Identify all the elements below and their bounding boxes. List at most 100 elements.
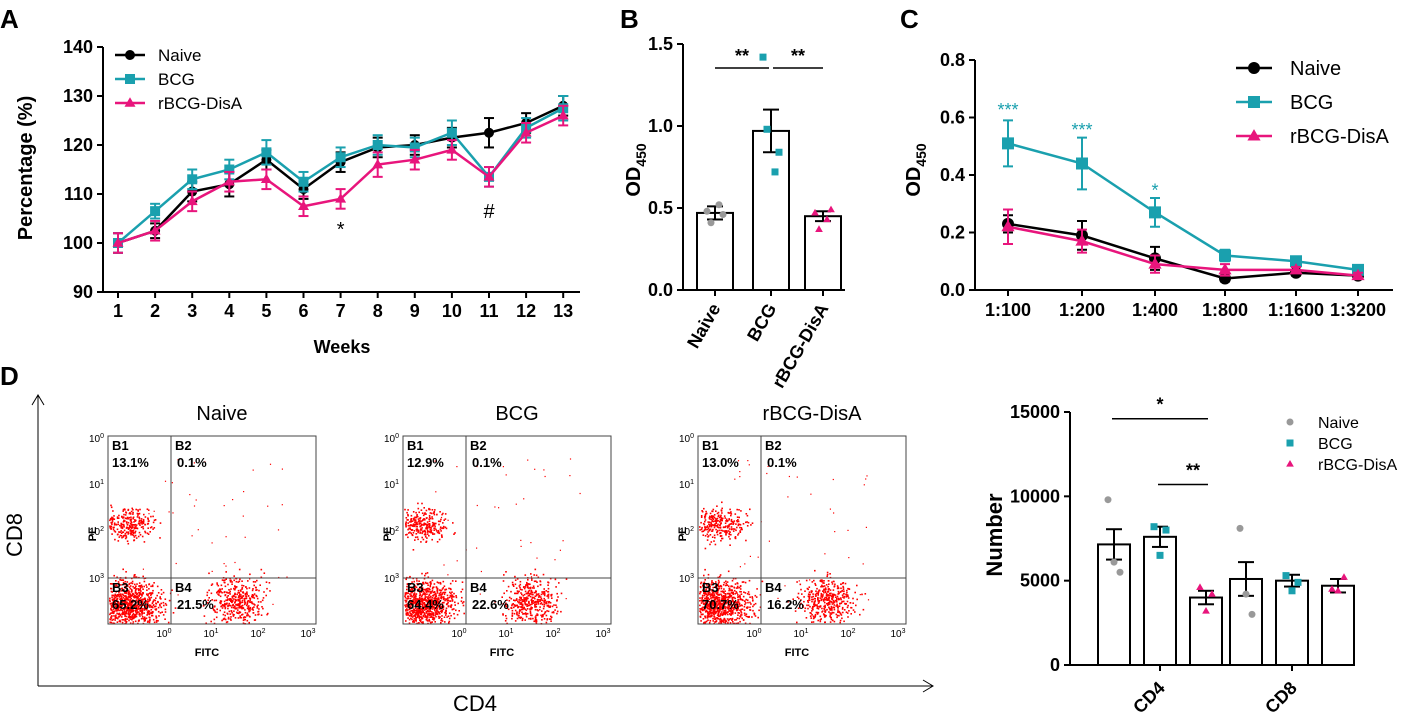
flow-event [704,606,706,608]
flow-event [707,605,709,607]
flow-event [700,611,702,614]
flow-event [823,616,826,618]
flow-event [424,605,426,607]
flow-event [426,528,429,530]
flow-event [740,610,742,613]
flow-event [542,591,544,593]
flow-event [520,592,522,594]
flow-event [521,619,524,622]
flow-event [129,611,132,614]
flow-event [721,529,723,532]
flow-event [116,594,119,596]
flow-event [231,601,233,603]
flow-event [143,607,145,610]
flow-event [707,597,709,599]
flow-event [428,612,431,615]
flow-event [727,611,729,613]
flow-event [724,526,726,529]
flow-event [704,579,706,581]
flow-event [409,601,411,604]
flow-event [413,525,415,528]
flow-event [239,578,241,581]
flow-event [427,602,429,604]
flow-event [425,618,428,621]
panel-a-point [112,237,124,247]
flow-event [248,605,250,607]
flow-event [137,607,139,610]
panel-d-ytick-label: 5000 [1020,571,1060,591]
panel-c-xtick-label: 1:1600 [1268,300,1324,320]
flow-event [523,498,525,500]
panel-a-annotation: # [483,201,495,223]
flow-event [728,601,731,603]
flow-event [542,592,544,595]
flow-event [537,593,540,595]
flow-event [422,614,425,617]
flow-event [800,602,802,605]
flow-event [539,600,541,602]
flow-event [140,607,142,609]
flow-event [113,526,115,529]
flow-event [709,515,711,518]
flow-event [254,619,257,621]
flow-event [703,529,706,532]
flow-event [740,591,742,593]
flow-event [438,523,440,526]
flow-event [702,609,704,612]
flow-event [117,607,119,609]
flow-event [410,532,412,535]
flow-event [527,579,529,581]
flow-event [812,595,815,598]
flow-event [824,604,826,607]
flow-event [419,586,422,589]
flow-event [820,585,822,588]
flow-event [701,597,703,600]
flow-event [719,618,721,621]
flow-x-arrowhead [922,679,934,693]
flow-event [434,609,436,612]
flow-event [547,604,550,607]
flow-event [120,523,123,526]
flow-event [714,610,716,613]
flow-event [712,592,714,594]
flow-event [123,607,125,609]
flow-event [739,588,742,590]
flow-event [281,468,283,470]
flow-event [708,591,711,594]
flow-event [737,600,739,603]
panel-c-point [1351,268,1365,281]
flow-event [551,597,553,599]
flow-event [231,581,233,583]
flow-event [455,595,457,597]
flow-event [820,595,822,597]
flow-event [828,597,830,600]
flow-event [836,587,839,590]
flow-event [863,484,865,486]
flow-event [720,594,723,597]
flow-event [730,533,732,536]
flow-event [127,518,129,520]
flow-event [118,612,121,615]
flow-event [418,616,421,618]
flow-event [438,598,440,601]
flow-event [531,614,533,617]
flow-event [425,572,427,575]
flow-event [565,598,567,600]
flow-event [708,610,711,613]
flow-event [541,610,543,612]
flow-event [826,573,829,576]
flow-event [828,592,831,595]
flow-event [253,597,256,599]
flow-event [451,600,454,602]
flow-event [534,468,536,470]
flow-event [812,606,814,609]
flow-event [138,612,141,614]
panel-d-xtick-label: CD8 [1261,678,1301,713]
flow-event [125,535,128,537]
flow-event [527,585,529,587]
flow-event [543,613,546,615]
flow-event [145,584,147,586]
flow-event [546,618,548,621]
flow-event [411,524,414,527]
flow-event [141,610,144,613]
